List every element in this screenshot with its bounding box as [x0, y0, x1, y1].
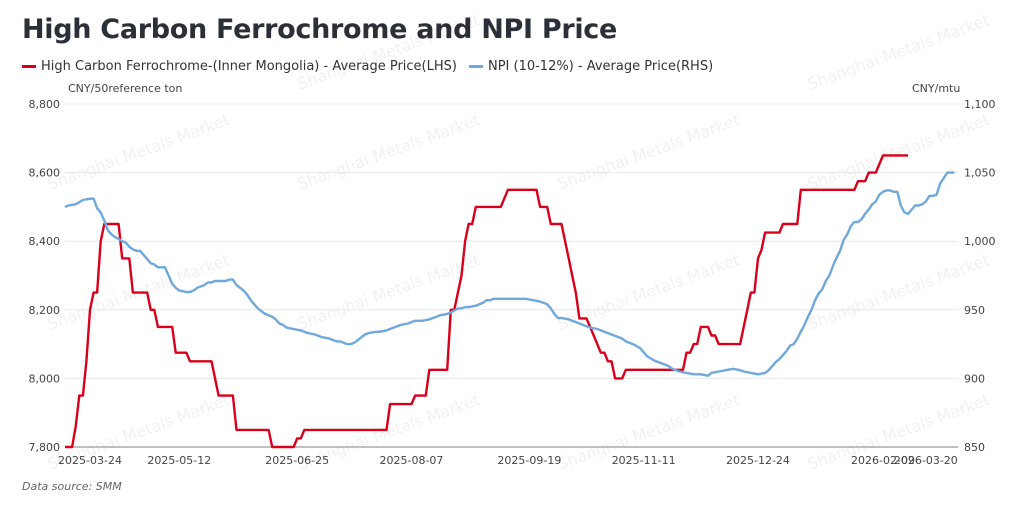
x-axis: 2025-03-24 2025-05-12 2025-06-25 2025-08-07…	[58, 446, 958, 467]
left-tick-label: 8,400	[29, 235, 61, 248]
watermark-text: Shanghai Metals Market	[555, 110, 742, 194]
data-source: Data source: SMM	[22, 480, 122, 493]
x-tick-label: 2026-03-20	[894, 454, 958, 467]
legend-item-npi[interactable]: NPI (10-12%) - Average Price(RHS)	[468, 59, 714, 74]
x-tick-label: 2025-03-24	[58, 454, 122, 467]
legend-swatch-blue	[468, 65, 483, 68]
left-axis-unit: CNY/50reference ton	[68, 82, 183, 95]
x-tick-label: 2025-06-25	[265, 454, 329, 467]
right-tick-label: 1,050	[964, 167, 996, 180]
watermark-text: Shanghai Metals Market	[805, 10, 992, 94]
legend-item-ferrochrome[interactable]: High Carbon Ferrochrome-(Inner Mongolia)…	[22, 59, 457, 74]
left-tick-label: 8,000	[29, 372, 61, 385]
left-tick-label: 8,600	[29, 167, 61, 180]
x-tick-label: 2025-05-12	[147, 454, 211, 467]
right-axis-ticks: 850 900 950 1,000 1,050 1,100	[964, 98, 996, 454]
right-tick-label: 1,000	[964, 235, 996, 248]
watermark-text: Shanghai Metals Market	[45, 110, 232, 194]
x-tick-label: 2026-02-09	[851, 454, 915, 467]
left-tick-label: 8,800	[29, 98, 61, 111]
npi-price-line	[64, 171, 955, 377]
watermark-text: Shanghai Metals Market	[555, 250, 742, 334]
watermark-text: Shanghai Metals Market	[295, 110, 482, 194]
left-axis-ticks: 7,800 8,000 8,200 8,400 8,600 8,800	[29, 98, 61, 454]
chart-legend: High Carbon Ferrochrome-(Inner Mongolia)…	[22, 59, 725, 74]
x-tick-label: 2025-11-11	[612, 454, 676, 467]
watermark-text: Shanghai Metals Market	[295, 10, 482, 94]
series-lines	[64, 154, 955, 449]
right-axis-unit: CNY/mtu	[912, 82, 961, 95]
x-tick-label: 2025-12-24	[726, 454, 790, 467]
watermarks: Shanghai Metals Market Shanghai Metals Ma…	[45, 10, 992, 474]
chart-title: High Carbon Ferrochrome and NPI Price	[22, 14, 618, 45]
grid-lines	[65, 103, 958, 379]
right-tick-label: 1,100	[964, 98, 996, 111]
left-tick-label: 8,200	[29, 304, 61, 317]
legend-swatch-red	[22, 65, 36, 68]
ferrochrome-price-line	[65, 154, 908, 449]
watermark-text: Shanghai Metals Market	[805, 110, 992, 194]
watermark-text: Shanghai Metals Market	[805, 250, 992, 334]
right-tick-label: 900	[964, 372, 985, 385]
left-tick-label: 7,800	[29, 441, 61, 454]
legend-label: NPI (10-12%) - Average Price(RHS)	[487, 59, 714, 74]
legend-label: High Carbon Ferrochrome-(Inner Mongolia)…	[41, 59, 457, 74]
x-tick-label: 2025-08-07	[380, 454, 444, 467]
right-tick-label: 950	[964, 304, 985, 317]
right-tick-label: 850	[964, 441, 985, 454]
watermark-text: Shanghai Metals Market	[295, 250, 482, 334]
x-tick-label: 2025-09-19	[497, 454, 561, 467]
